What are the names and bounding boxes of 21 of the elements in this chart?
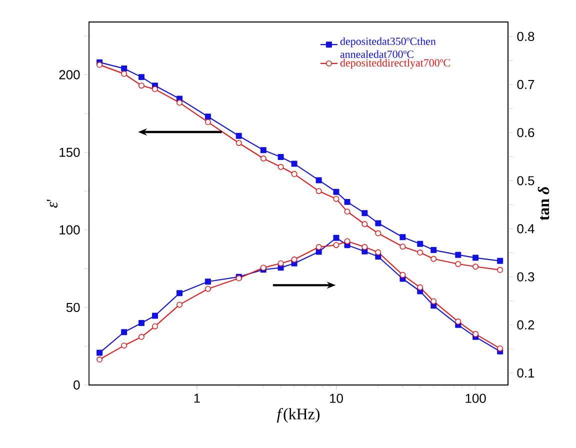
y-tick-label: 50 [66,302,80,312]
y2-tick-label: 0.4 [517,224,534,234]
y2-tick-label: 0.8 [517,32,534,42]
y2-tick-label: 0.1 [517,368,534,378]
y2-tick-label: 0.6 [517,128,534,138]
y2-tick-label: 0.7 [517,80,534,90]
y2-axis-title: tan δ [538,186,550,220]
legend-label: depositeddirectlyat700ºC [340,58,450,69]
x-tick-label: 1 [194,394,200,403]
y-tick-label: 0 [74,380,80,390]
y-tick-label: 100 [60,225,80,234]
x-axis-title: f(kHz) [276,408,320,423]
y-axis-title: ε' [46,200,58,208]
y-tick-label: 150 [60,148,80,157]
y2-tick-label: 0.2 [517,320,534,330]
y-tick-label: 200 [59,70,80,80]
legend-label: depositedat350ºCthen annealedat700ºC [340,37,436,58]
x-tick-label: 100 [466,394,486,403]
y2-tick-label: 0.3 [517,272,534,282]
y2-tick-label: 0.5 [517,176,534,186]
x-tick-label: 10 [330,394,343,403]
